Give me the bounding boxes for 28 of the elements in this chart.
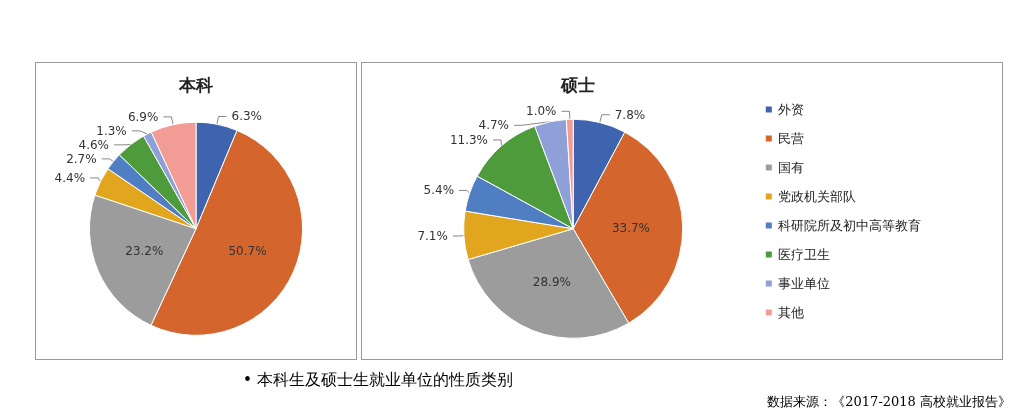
- legend-label: 其他: [777, 305, 804, 320]
- data-label: 7.8%: [614, 107, 646, 122]
- data-label: 50.7%: [228, 244, 267, 259]
- legend-label: 民营: [777, 131, 804, 146]
- legend-label: 党政机关部队: [777, 189, 856, 204]
- data-label: 1.0%: [526, 104, 557, 119]
- data-label: 7.1%: [417, 228, 448, 243]
- data-label: 23.2%: [125, 244, 164, 259]
- data-label: 4.7%: [478, 118, 510, 133]
- data-label: 6.3%: [231, 109, 262, 124]
- data-label: 1.3%: [96, 123, 127, 138]
- data-label: 11.3%: [449, 132, 489, 147]
- chart-title: 硕士: [560, 74, 596, 95]
- legend-label: 国有: [777, 160, 804, 175]
- legend-label: 事业单位: [777, 276, 830, 291]
- legend-label: 医疗卫生: [777, 247, 830, 262]
- legend-label: 科研院所及初中高等教育: [777, 218, 921, 233]
- data-label: 2.7%: [66, 151, 97, 166]
- data-label: 5.4%: [423, 183, 455, 198]
- data-label: 33.7%: [611, 220, 651, 235]
- text: • 本科生及硕士生就业单位的性质类别: [241, 370, 515, 391]
- data-label: 6.9%: [127, 109, 159, 124]
- data-label: 28.9%: [532, 275, 571, 290]
- source-note: 数据来源：《2017-2018 高校就业报告》: [767, 393, 1011, 411]
- data-label: 4.6%: [78, 137, 110, 152]
- legend-label: 外资: [777, 102, 804, 117]
- data-label: 4.4%: [54, 170, 86, 185]
- chart-title: 本科: [178, 74, 213, 95]
